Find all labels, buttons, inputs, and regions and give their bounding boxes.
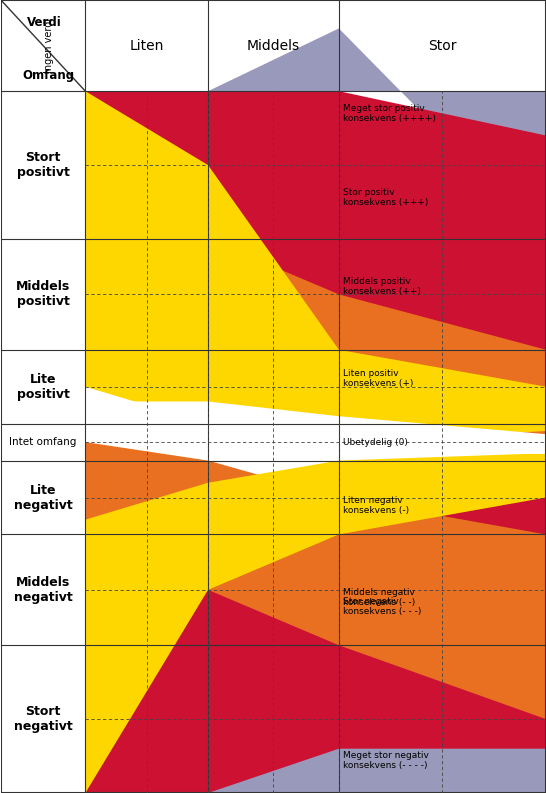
- Text: Middels negativ
konsekvens (- -): Middels negativ konsekvens (- -): [343, 588, 416, 607]
- Text: Meget stor negativ
konsekvens (- - - -): Meget stor negativ konsekvens (- - - -): [343, 751, 429, 770]
- Text: Middels: Middels: [247, 39, 300, 52]
- Polygon shape: [85, 91, 546, 442]
- Text: Stor negativ
konsekvens (- - -): Stor negativ konsekvens (- - -): [343, 597, 422, 616]
- Polygon shape: [85, 29, 546, 239]
- Polygon shape: [85, 453, 546, 793]
- Text: Stor: Stor: [428, 39, 456, 52]
- Text: Ingen verdi: Ingen verdi: [44, 18, 54, 73]
- Polygon shape: [85, 401, 546, 454]
- Polygon shape: [85, 442, 546, 719]
- Text: Ubetydelig (0): Ubetydelig (0): [343, 438, 408, 446]
- Text: Stort
positivt: Stort positivt: [17, 151, 69, 179]
- Text: Stor positiv
konsekvens (+++): Stor positiv konsekvens (+++): [343, 188, 429, 207]
- Polygon shape: [85, 483, 546, 793]
- Text: Verdi: Verdi: [27, 16, 62, 29]
- Text: Intet omfang: Intet omfang: [9, 437, 77, 447]
- Text: Liten positiv
konsekvens (+): Liten positiv konsekvens (+): [343, 369, 414, 389]
- Text: Omfang: Omfang: [22, 69, 74, 82]
- Text: Stort
negativt: Stort negativt: [14, 705, 73, 733]
- Text: Lite
positivt: Lite positivt: [17, 373, 69, 400]
- Text: Middels
negativt: Middels negativt: [14, 576, 73, 603]
- Polygon shape: [85, 646, 546, 793]
- Text: Middels positiv
konsekvens (++): Middels positiv konsekvens (++): [343, 277, 421, 296]
- Text: Liten: Liten: [129, 39, 164, 52]
- Polygon shape: [85, 91, 546, 372]
- Text: Meget stor positiv
konsekvens (++++): Meget stor positiv konsekvens (++++): [343, 104, 436, 123]
- Text: Middels
positivt: Middels positivt: [16, 281, 70, 308]
- Text: Liten negativ
konsekvens (-): Liten negativ konsekvens (-): [343, 496, 410, 515]
- Text: Lite
negativt: Lite negativt: [14, 484, 73, 511]
- Polygon shape: [85, 91, 546, 442]
